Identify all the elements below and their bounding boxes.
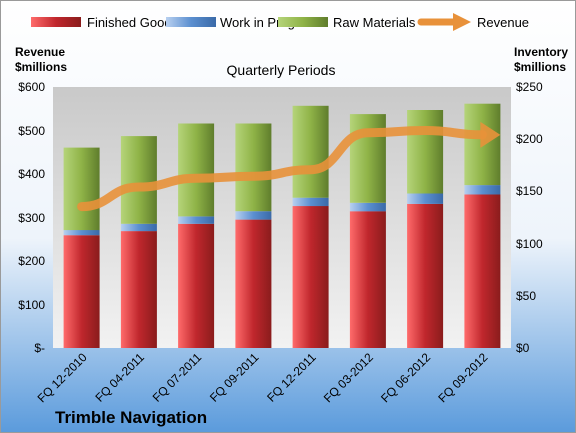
legend: Finished Goods Work in Progress Raw Mate… xyxy=(31,13,529,31)
bar-raw-materials xyxy=(407,110,444,194)
bar-finished-goods xyxy=(63,235,100,348)
legend-swatch-revenue xyxy=(417,13,471,31)
left-axis-title-line1: Revenue xyxy=(15,45,65,59)
bar-finished-goods xyxy=(407,203,444,348)
bar-work-in-progress xyxy=(407,193,444,204)
right-tick-label: $100 xyxy=(516,237,543,251)
bar-finished-goods xyxy=(464,194,501,348)
left-axis-ticks: $- $100 $200 $300 $400 $500 $600 xyxy=(18,80,45,355)
legend-swatch-work-in-progress xyxy=(166,17,216,27)
bar-work-in-progress xyxy=(235,211,272,220)
revenue-line xyxy=(77,125,487,212)
bar-work-in-progress xyxy=(464,185,501,195)
legend-label-revenue: Revenue xyxy=(477,15,529,30)
bar-finished-goods xyxy=(235,219,272,348)
right-tick-label: $150 xyxy=(516,184,543,198)
bar-finished-goods xyxy=(120,231,157,348)
bar-work-in-progress xyxy=(349,202,386,212)
chart-subtitle: Quarterly Periods xyxy=(227,62,336,78)
right-axis-title-line2: $millions xyxy=(514,60,566,74)
left-tick-label: $300 xyxy=(18,211,45,225)
right-axis-ticks: $0 $50 $100 $150 $200 $250 xyxy=(516,80,543,355)
left-tick-label: $200 xyxy=(18,254,45,268)
bar-finished-goods xyxy=(349,211,386,348)
legend-swatch-finished-goods xyxy=(31,17,81,27)
bar-finished-goods xyxy=(292,206,329,348)
bar-raw-materials xyxy=(349,114,386,203)
revenue-arrow-head xyxy=(480,121,501,148)
bar-raw-materials xyxy=(178,123,215,217)
bars-layer xyxy=(63,103,501,348)
bar-work-in-progress xyxy=(292,197,329,207)
left-axis-title-line2: $millions xyxy=(15,60,67,74)
right-tick-label: $200 xyxy=(516,132,543,146)
bar-raw-materials xyxy=(63,147,100,231)
legend-label-finished-goods: Finished Goods xyxy=(87,15,179,30)
left-tick-label: $- xyxy=(34,341,45,355)
legend-swatch-raw-materials xyxy=(278,17,328,27)
left-tick-label: $400 xyxy=(18,167,45,181)
left-tick-label: $500 xyxy=(18,124,45,138)
legend-label-raw-materials: Raw Materials xyxy=(333,15,416,30)
bar-work-in-progress xyxy=(178,216,215,224)
bar-raw-materials xyxy=(235,123,272,212)
bar-work-in-progress xyxy=(120,223,157,232)
right-axis-title-line1: Inventory xyxy=(514,45,568,59)
left-tick-label: $600 xyxy=(18,80,45,94)
bar-finished-goods xyxy=(178,223,215,348)
right-tick-label: $50 xyxy=(516,289,536,303)
bar-raw-materials xyxy=(292,105,329,198)
right-tick-label: $250 xyxy=(516,80,543,94)
right-tick-label: $0 xyxy=(516,341,530,355)
company-name: Trimble Navigation xyxy=(55,408,207,427)
bar-work-in-progress xyxy=(63,230,100,236)
bar-raw-materials xyxy=(120,136,157,224)
left-tick-label: $100 xyxy=(18,298,45,312)
revenue-line-layer xyxy=(77,121,501,212)
